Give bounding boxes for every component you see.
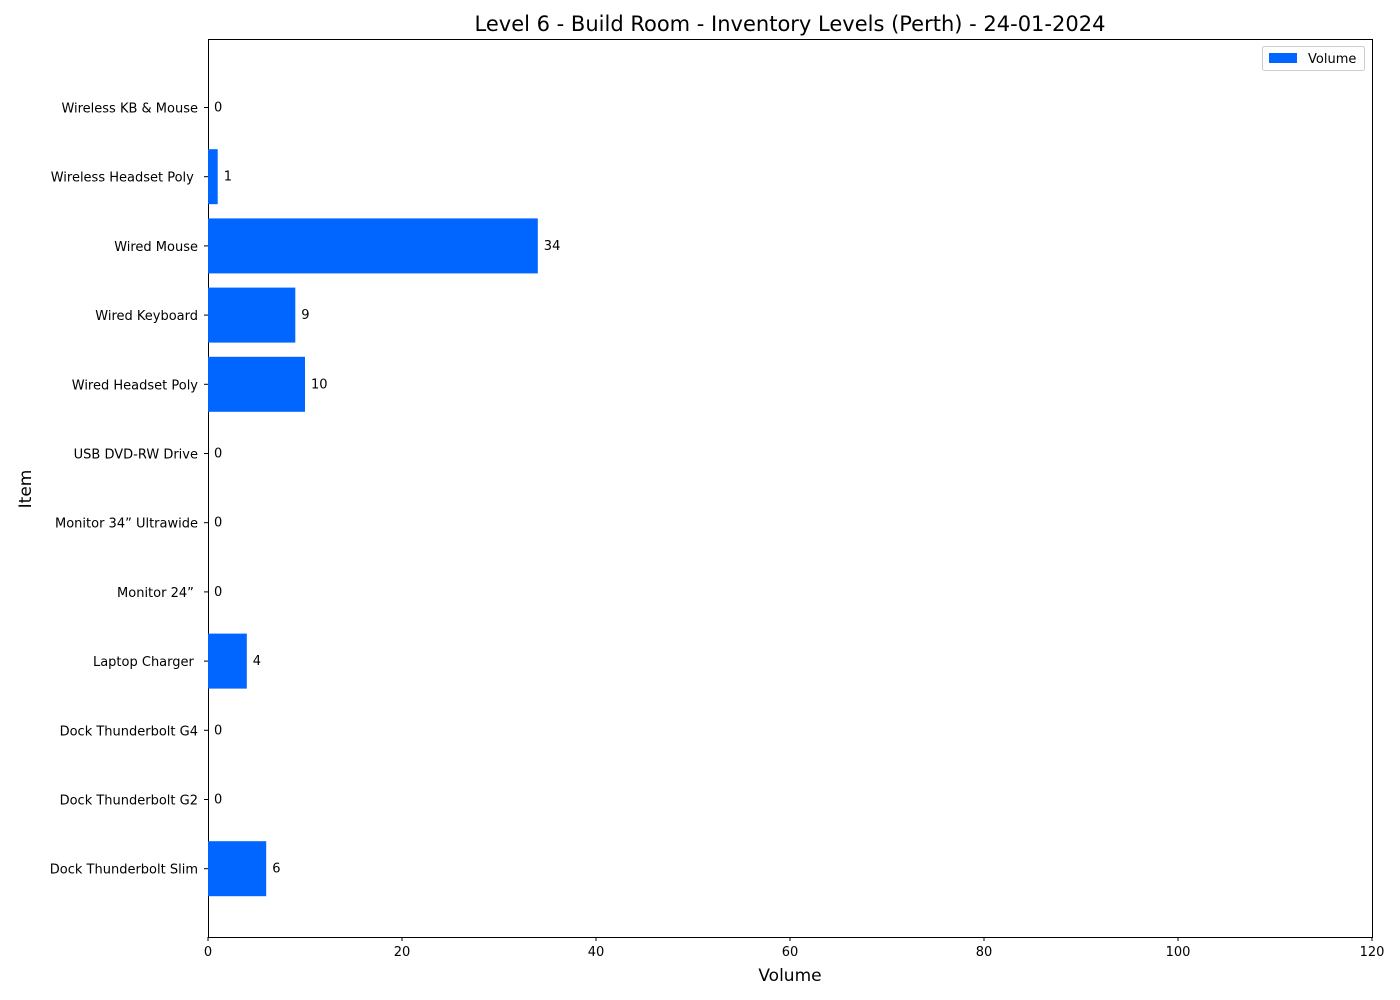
bars [208, 149, 538, 897]
y-axis-label: Item [16, 470, 36, 509]
y-tick-label: Monitor 34” Ultrawide [55, 517, 198, 532]
plot-area [208, 39, 1373, 938]
data-label: 0 [214, 723, 222, 738]
y-tick-label: Wireless KB & Mouse [61, 102, 198, 117]
y-tick-label: Monitor 24” [117, 586, 198, 601]
legend: Volume [1262, 46, 1365, 71]
data-label: 34 [544, 239, 561, 254]
bar [208, 841, 267, 897]
y-tick-label: Wired Keyboard [95, 309, 198, 324]
x-tick-label: 0 [204, 945, 212, 960]
bar [208, 287, 296, 343]
chart-title: Level 6 - Build Room - Inventory Levels … [475, 12, 1106, 36]
x-tick-label: 20 [394, 945, 411, 960]
y-tick-label: USB DVD-RW Drive [74, 448, 198, 463]
y-tick-label: Dock Thunderbolt G4 [60, 724, 198, 739]
data-labels: 0 1 34 9 10 0 0 0 4 0 0 6 [214, 101, 560, 877]
data-label: 9 [301, 308, 309, 323]
y-tick-label: Laptop Charger [93, 655, 198, 670]
data-label: 1 [224, 170, 232, 185]
legend-label: Volume [1308, 52, 1356, 67]
data-label: 0 [214, 516, 222, 531]
data-label: 10 [311, 377, 328, 392]
y-tick-label: Dock Thunderbolt G2 [60, 794, 198, 809]
data-label: 6 [272, 862, 280, 877]
y-tick-label: Wired Mouse [114, 240, 198, 255]
y-axis-ticks: Wireless KB & Mouse Wireless Headset Poly… [50, 102, 208, 878]
x-tick-label: 40 [588, 945, 605, 960]
x-axis-label: Volume [758, 966, 821, 986]
data-label: 0 [214, 585, 222, 600]
bar [208, 218, 538, 274]
x-tick-label: 60 [782, 945, 799, 960]
x-tick-label: 80 [976, 945, 993, 960]
bar [208, 149, 218, 205]
bar [208, 356, 305, 412]
y-tick-label: Dock Thunderbolt Slim [50, 863, 198, 878]
x-tick-label: 100 [1166, 945, 1191, 960]
data-label: 0 [214, 101, 222, 116]
x-axis-ticks: 0 20 40 60 80 100 120 [204, 937, 1385, 960]
data-label: 0 [214, 447, 222, 462]
legend-swatch [1269, 53, 1297, 63]
legend-box [1262, 46, 1365, 71]
data-label: 0 [214, 793, 222, 808]
data-label: 4 [253, 654, 261, 669]
bar [208, 633, 247, 689]
y-tick-label: Wireless Headset Poly [51, 171, 198, 186]
y-tick-label: Wired Headset Poly [72, 378, 199, 393]
x-tick-label: 120 [1360, 945, 1385, 960]
